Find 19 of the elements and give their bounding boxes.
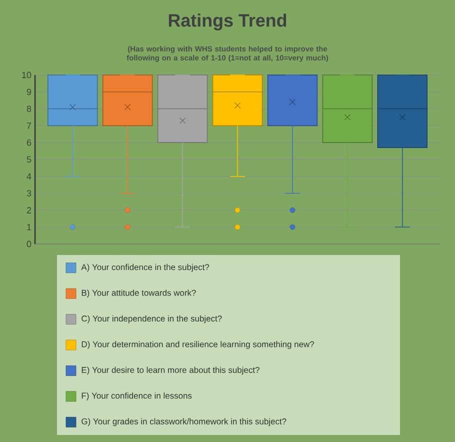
legend-label: B) Your attitude towards work? <box>82 290 196 298</box>
y-tick-label: 5 <box>26 156 32 163</box>
y-tick-label: 6 <box>26 139 32 146</box>
legend-label: F) Your confidence in lessons <box>82 392 192 400</box>
y-tick-label: 2 <box>26 207 32 214</box>
y-tick-label: 8 <box>26 106 32 112</box>
y-tick-label: 1 <box>27 224 32 230</box>
y-tick-label: 3 <box>26 190 32 196</box>
legend-label: C) Your independence in the subject? <box>82 315 222 324</box>
y-tick-label: 4 <box>26 173 32 180</box>
y-tick-label: 7 <box>26 122 32 129</box>
legend-label: A) Your confidence in the subject? <box>81 264 210 272</box>
legend-label: E) Your desire to learn more about this subject? <box>82 366 260 375</box>
y-tick-label: 10 <box>22 72 32 78</box>
y-tick-label: 0 <box>26 240 32 248</box>
legend-label: G) Your grades in classwork/homework in this subject? <box>82 418 286 426</box>
y-tick-label: 9 <box>26 88 32 96</box>
legend-label: D) Your determination and resilience learning something new? <box>82 341 314 349</box>
chart-title: Ratings Trend <box>168 14 286 30</box>
